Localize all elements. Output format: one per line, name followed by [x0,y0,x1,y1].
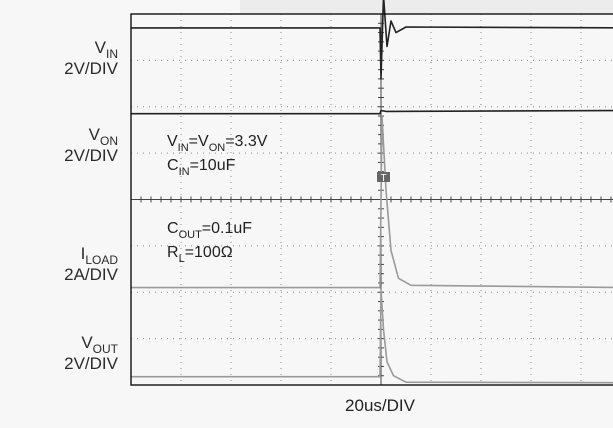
channel-label-vin: VIN 2V/DIV [64,38,118,78]
trace-von [131,109,613,115]
annotation-cout: COUT=0.1uF [167,220,253,241]
trace-iload [131,115,613,289]
annotation-rl: RL=100Ω [167,244,233,265]
trace-vout [131,289,613,384]
top-band [240,0,613,14]
channel-label-von: VON 2V/DIV [64,125,118,165]
trace-vin [131,0,613,80]
plot-frame [130,13,613,386]
annotation-vin-von: VIN=VON=3.3V [167,133,268,154]
channel-label-vout: VOUT 2V/DIV [64,333,118,373]
graticule-grid [130,13,613,386]
x-axis-label: 20us/DIV [345,396,415,415]
trigger-marker-label: T [380,173,386,184]
traces [131,0,613,384]
channel-label-iload: ILOAD 2A/DIV [64,244,118,284]
trigger-marker: T [377,172,390,184]
annotation-cin: CIN=10uF [167,157,236,178]
